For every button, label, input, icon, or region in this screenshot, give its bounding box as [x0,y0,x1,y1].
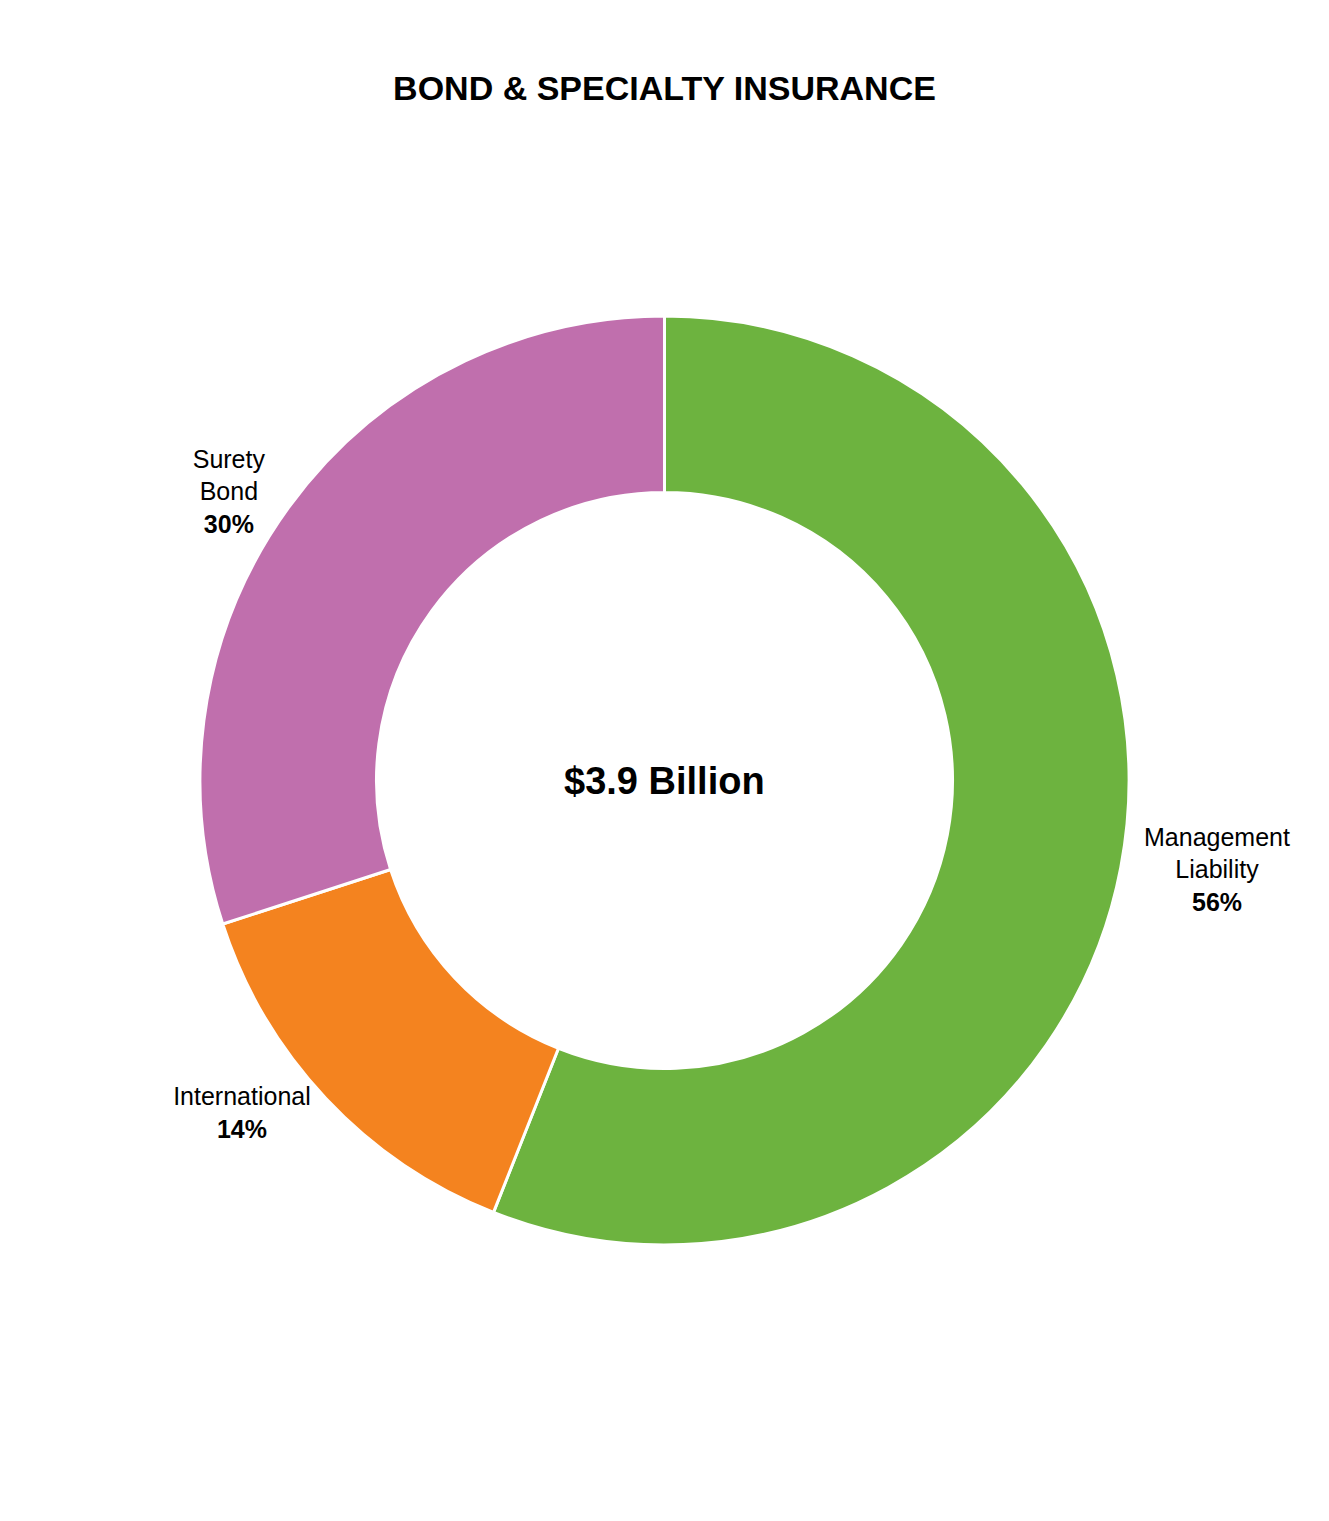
svg-text:International14%: International14% [173,1082,311,1143]
svg-text:SuretyBond30%: SuretyBond30% [193,445,266,538]
svg-text:$3.9 Billion: $3.9 Billion [564,760,765,802]
svg-text:ManagementLiability56%: ManagementLiability56% [1144,823,1290,916]
svg-text:BOND & SPECIALTY INSURANCE: BOND & SPECIALTY INSURANCE [393,69,936,107]
